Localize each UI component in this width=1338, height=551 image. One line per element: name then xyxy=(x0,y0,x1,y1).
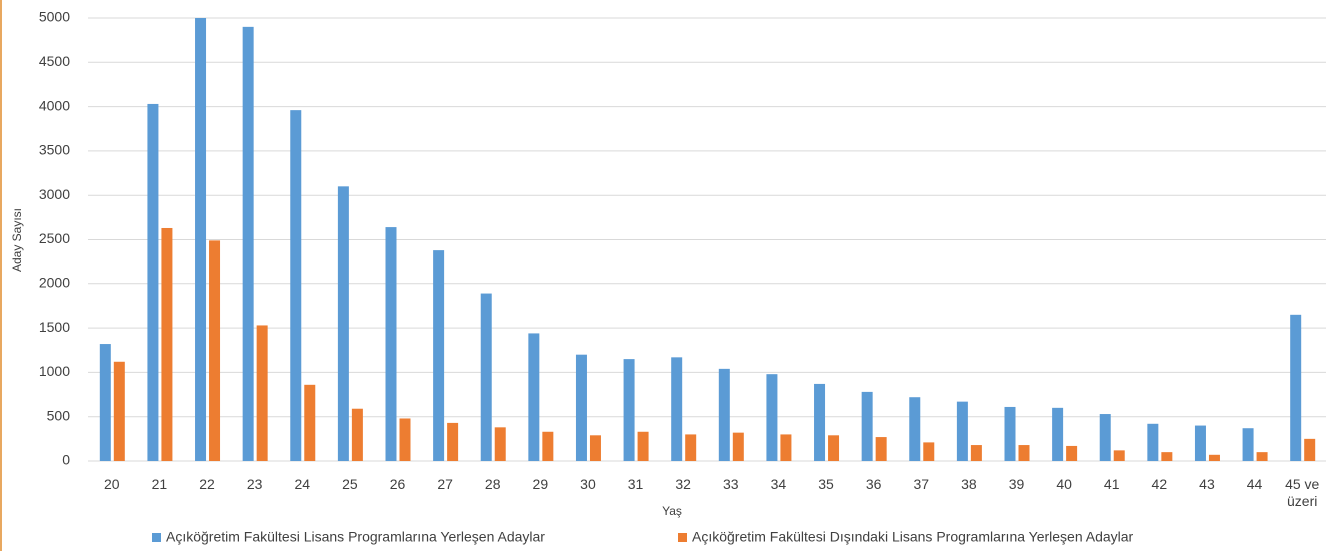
bar xyxy=(290,110,302,462)
bar xyxy=(209,240,221,461)
bar xyxy=(256,325,268,461)
y-tick-label: 500 xyxy=(47,407,71,423)
y-tick-label: 5000 xyxy=(39,9,70,25)
bar xyxy=(528,333,540,461)
x-tick-label: 22 xyxy=(199,476,215,492)
bar xyxy=(1018,445,1030,461)
x-tick-label: 36 xyxy=(865,476,882,492)
x-tick-label: 37 xyxy=(913,476,930,492)
x-tick-label: 29 xyxy=(532,476,549,492)
bar xyxy=(1290,314,1302,461)
x-tick-label: 23 xyxy=(246,476,263,492)
x-axis-title: Yaş xyxy=(662,504,682,518)
bar xyxy=(1099,414,1111,461)
bar xyxy=(637,431,649,461)
bar xyxy=(875,437,887,461)
x-tick-label: 27 xyxy=(437,476,453,492)
x-tick-label: 40 xyxy=(1056,476,1072,492)
bar xyxy=(304,384,316,461)
x-tick-label: 30 xyxy=(580,476,596,492)
bar xyxy=(575,354,587,461)
y-tick-label: 0 xyxy=(62,452,70,468)
bar xyxy=(589,435,601,461)
bar xyxy=(923,442,935,461)
bar xyxy=(385,227,397,461)
bar xyxy=(685,434,697,461)
y-tick-label: 3500 xyxy=(39,142,70,158)
bar xyxy=(1208,454,1220,461)
bar xyxy=(1161,452,1173,461)
x-tick-label: 26 xyxy=(389,476,406,492)
bar xyxy=(542,431,554,461)
bar xyxy=(718,368,730,461)
x-tick-label: 33 xyxy=(723,476,739,492)
bar xyxy=(147,103,159,461)
bar xyxy=(828,435,840,461)
x-tick-label: 41 xyxy=(1103,476,1120,492)
bar xyxy=(1242,428,1254,461)
bar xyxy=(161,227,173,461)
y-tick-label: 1000 xyxy=(39,363,70,379)
bar xyxy=(1194,425,1206,461)
x-tick-label: 35 xyxy=(818,476,834,492)
legend-swatch xyxy=(152,533,161,542)
x-tick-label: 39 xyxy=(1008,476,1025,492)
y-tick-label: 2000 xyxy=(39,275,70,291)
bar xyxy=(623,359,635,461)
bar xyxy=(1004,406,1016,461)
bar xyxy=(1113,450,1125,461)
x-tick-label: 43 xyxy=(1199,476,1215,492)
bar xyxy=(814,383,826,461)
bar xyxy=(399,418,411,461)
x-tick-label: 34 xyxy=(770,476,787,492)
bar xyxy=(351,408,363,461)
x-tick-label: 28 xyxy=(484,476,501,492)
y-tick-label: 4000 xyxy=(39,97,70,113)
y-tick-label: 4500 xyxy=(39,53,70,69)
bar xyxy=(671,357,683,461)
bar xyxy=(447,422,459,461)
bar xyxy=(956,401,968,461)
y-axis-title: Aday Sayısı xyxy=(10,208,24,272)
y-tick-label: 2500 xyxy=(39,230,70,246)
x-tick-label: 25 xyxy=(342,476,358,492)
bar xyxy=(195,18,207,461)
x-tick-label: 32 xyxy=(675,476,691,492)
x-tick-label: 20 xyxy=(104,476,120,492)
bar xyxy=(242,26,254,462)
bar xyxy=(766,374,778,461)
x-tick-label: 45 ve üzeri xyxy=(1285,476,1320,509)
bar xyxy=(433,250,445,461)
x-tick-label: 24 xyxy=(294,476,311,492)
bar xyxy=(1256,452,1268,461)
y-tick-label: 1500 xyxy=(39,319,70,335)
bar xyxy=(780,434,792,461)
bar xyxy=(480,293,492,461)
bar xyxy=(113,361,125,461)
bar xyxy=(1052,407,1064,461)
bar xyxy=(494,427,506,461)
x-tick-label: 44 xyxy=(1246,476,1263,492)
bar xyxy=(1304,438,1316,461)
bar xyxy=(861,391,873,461)
bar xyxy=(99,344,111,461)
x-tick-label: 31 xyxy=(627,476,644,492)
bar xyxy=(337,186,349,461)
bar xyxy=(909,397,921,461)
bar xyxy=(970,445,982,461)
bar xyxy=(1066,445,1078,461)
bar xyxy=(732,432,744,461)
legend-swatch xyxy=(678,533,687,542)
y-tick-label: 3000 xyxy=(39,186,70,202)
x-tick-label: 38 xyxy=(961,476,977,492)
bar xyxy=(1147,423,1159,461)
legend-label: Açıköğretim Fakültesi Dışındaki Lisans P… xyxy=(692,529,1134,545)
x-tick-label: 21 xyxy=(151,476,168,492)
x-tick-label: 42 xyxy=(1151,476,1168,492)
legend-label: Açıköğretim Fakültesi Lisans Programları… xyxy=(166,529,545,545)
